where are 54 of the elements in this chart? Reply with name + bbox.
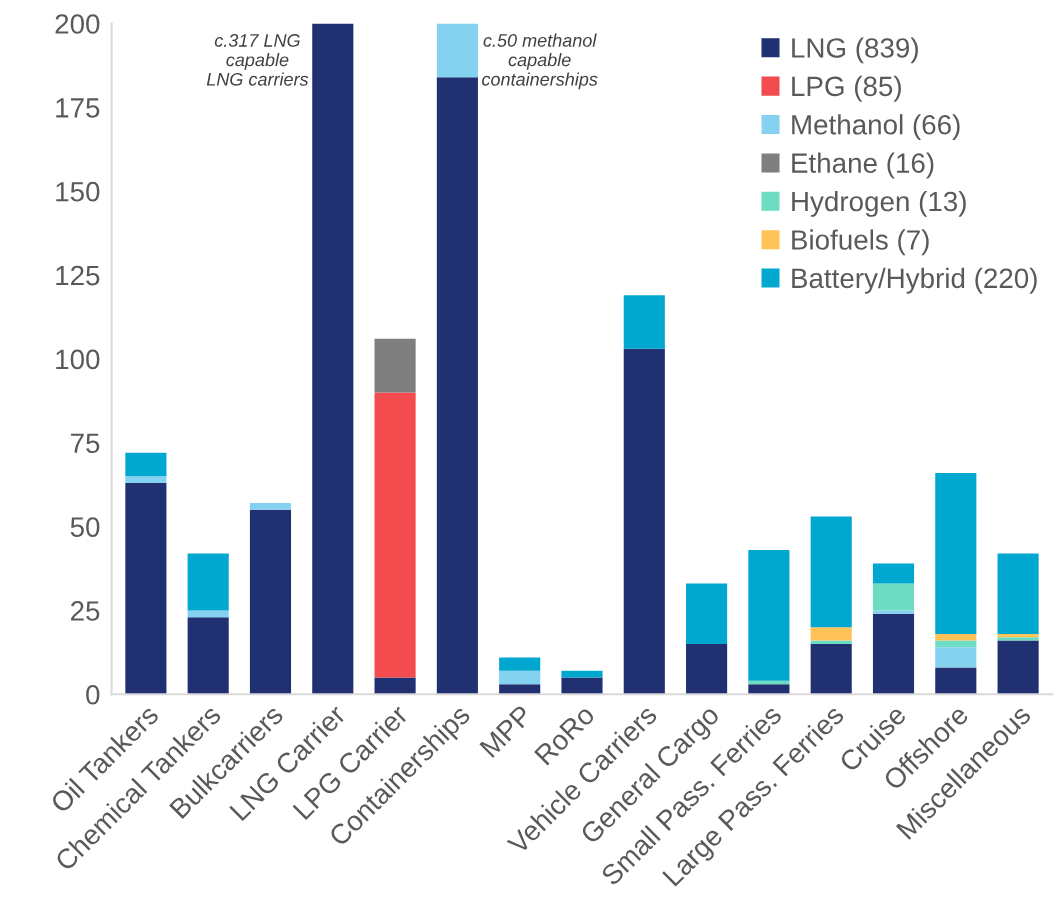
bar: [125, 476, 167, 483]
y-tick-label: 0: [86, 684, 100, 705]
bar: [312, 23, 354, 695]
bar: [374, 392, 416, 678]
legend-label: Hydrogen (13): [792, 190, 966, 217]
bar: [872, 610, 915, 614]
y-tick-label: 25: [71, 601, 100, 621]
bar: [187, 610, 229, 618]
bar: [872, 613, 915, 695]
bar: [499, 670, 541, 685]
bar: [810, 516, 852, 628]
y-tick-label: 200: [55, 14, 100, 34]
bar: [436, 23, 478, 78]
bar: [499, 657, 541, 671]
bar: [686, 583, 728, 644]
y-tick-label: 75: [71, 433, 100, 454]
annotation: c.317 LNG capable LNG carriers: [206, 34, 309, 86]
legend-label: Ethane (16): [792, 152, 934, 179]
bar: [561, 677, 603, 695]
bar: [810, 627, 852, 641]
y-tick-label: 50: [70, 517, 100, 537]
bar: [249, 503, 292, 510]
y-tick-label: 150: [56, 181, 100, 202]
bar: [187, 553, 229, 611]
legend-label: Methanol (66): [792, 114, 960, 141]
bar: [374, 338, 416, 393]
bar: [997, 637, 1039, 641]
bar: [623, 348, 665, 695]
bar: [872, 563, 915, 584]
bar: [249, 509, 292, 695]
bar: [125, 452, 167, 477]
y-tick-label: 175: [56, 98, 100, 118]
legend-label: Biofuels (7): [792, 229, 929, 256]
legend-label: LPG (85): [792, 75, 901, 102]
bar: [686, 643, 728, 695]
bar: [935, 667, 977, 695]
bar: [935, 472, 977, 634]
y-tick-label: 125: [56, 265, 100, 286]
legend-label: LNG (839): [792, 37, 918, 64]
legend-label: Battery/Hybrid (220): [792, 267, 1037, 294]
bar: [561, 670, 603, 678]
bar: [436, 77, 478, 695]
y-tick-label: 100: [56, 349, 100, 370]
bar: [623, 295, 665, 349]
annotation: c.50 methanol capable containerships: [482, 33, 598, 90]
bar: [935, 633, 977, 641]
bar: [935, 647, 977, 668]
bar: [810, 643, 852, 695]
bar: [187, 617, 229, 695]
bar: [997, 553, 1039, 634]
bar: [997, 640, 1039, 695]
bar: [748, 550, 790, 681]
bar: [125, 482, 167, 695]
bar: [872, 583, 915, 611]
